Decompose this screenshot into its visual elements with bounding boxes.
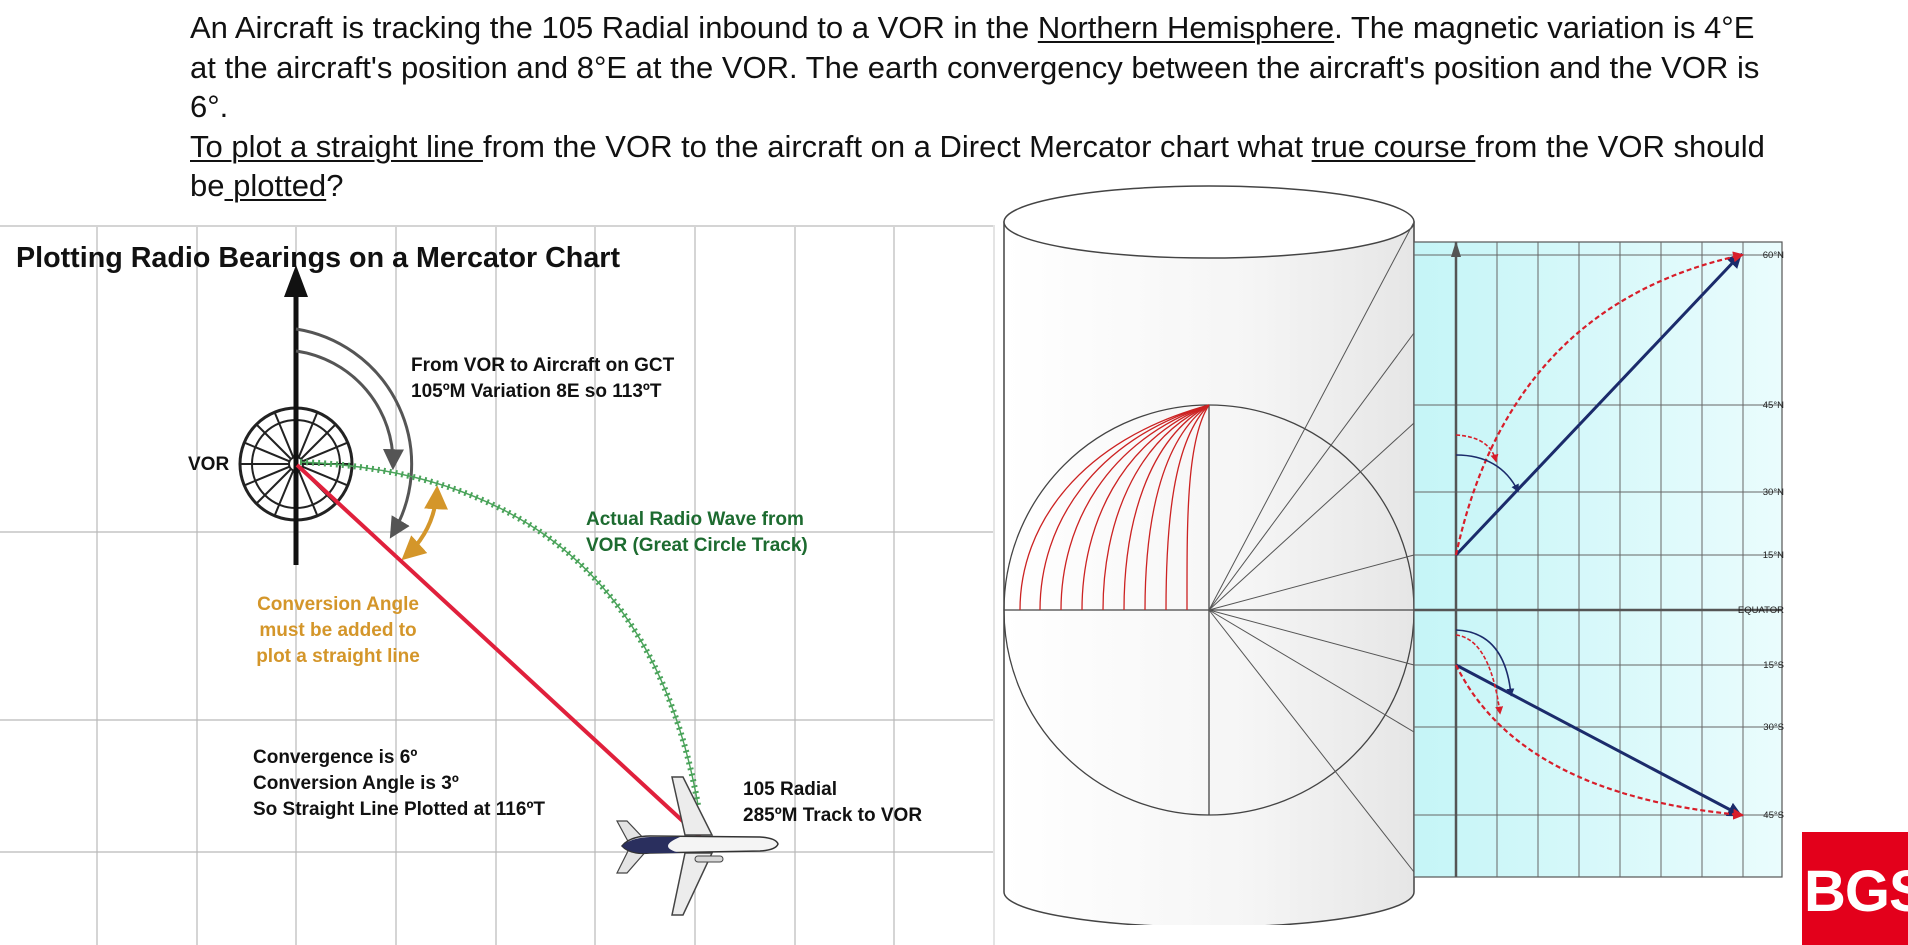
mercator-chart <box>1413 241 1783 878</box>
radio-wave-label-line2: VOR (Great Circle Track) <box>586 535 808 556</box>
bgs-logo: BGS <box>1802 832 1908 945</box>
conversion-angle-label-line3: plot a straight line <box>256 646 420 667</box>
summary-label-line2: Conversion Angle is 3º <box>253 773 459 794</box>
lat-label-30n: 30°N <box>1763 487 1784 498</box>
south-straight-line-track <box>1455 663 1743 817</box>
panel-right-border <box>993 225 995 945</box>
north-arrow-icon <box>284 265 308 297</box>
lat-label-45n: 45°N <box>1763 400 1784 411</box>
vor-label: VOR <box>188 454 229 475</box>
question-text: An Aircraft is tracking the 105 Radial i… <box>190 8 1780 206</box>
question-text-part: . The magnetic variation is 4°E at the a… <box>190 10 1760 124</box>
lat-label-45s: 45°S <box>1763 810 1784 821</box>
diagram-title: Plotting Radio Bearings on a Mercator Ch… <box>16 242 620 274</box>
question-mark-text: ? <box>326 168 344 203</box>
projection-rays <box>1208 221 1415 873</box>
question-paragraph-1: An Aircraft is tracking the 105 Radial i… <box>190 8 1780 127</box>
bgs-logo-text: BGS <box>1804 859 1908 924</box>
lat-label-60n: 60°N <box>1763 250 1784 261</box>
radial-label-line1: 105 Radial <box>743 779 837 800</box>
question-text-part: from the VOR should be <box>190 128 1765 204</box>
latitude-labels: 60°N 45°N 30°N 15°N EQUATOR 15°S 30°S 45… <box>1738 250 1784 821</box>
summary-label-line3: So Straight Line Plotted at 116ºT <box>253 799 545 820</box>
magnetic-bearing-arc <box>295 349 404 471</box>
panel-top-border <box>0 225 993 227</box>
chart-north-arrow-icon <box>1451 241 1461 257</box>
chart-grid <box>0 225 995 945</box>
conversion-angle-label-line2: must be added to <box>259 620 416 641</box>
north-great-circle-track <box>1454 251 1745 556</box>
lat-label-30s: 30°S <box>1763 722 1784 733</box>
radio-wave-label-line1: Actual Radio Wave from <box>586 509 804 530</box>
lat-label-15s: 15°S <box>1763 660 1784 671</box>
aircraft-icon <box>615 776 779 916</box>
great-circle-track-line <box>299 461 699 806</box>
mercator-projection-diagram: 60°N 45°N 30°N 15°N EQUATOR 15°S 30°S 45… <box>1003 185 1784 925</box>
mercator-radio-bearing-diagram: Plotting Radio Bearings on a Mercator Ch… <box>0 225 995 945</box>
plotted-text: plotted <box>224 168 327 203</box>
gct-label-line1: From VOR to Aircraft on GCT <box>411 355 675 376</box>
south-great-circle-track <box>1455 664 1745 820</box>
true-course-text: true course <box>1311 128 1476 164</box>
gct-label-line2: 105ºM Variation 8E so 113ºT <box>411 381 662 402</box>
conversion-angle-label-line1: Conversion Angle <box>257 594 419 615</box>
plot-straight-line-text: To plot a straight line <box>190 128 483 164</box>
question-text-part: An Aircraft is tracking the 105 Radial i… <box>190 10 1038 45</box>
summary-label-line1: Convergence is 6º <box>253 747 417 768</box>
question-paragraph-2: To plot a straight line from the VOR to … <box>190 127 1780 206</box>
north-bearing-arc <box>1455 454 1519 493</box>
rhumb-line-straight-track <box>295 463 702 839</box>
question-text-part: from the VOR to the aircraft on a Direct… <box>482 128 1312 164</box>
radial-label-line2: 285ºM Track to VOR <box>743 805 922 826</box>
north-straight-line-track <box>1454 252 1743 557</box>
south-bearing-arc <box>1455 629 1515 697</box>
lat-label-15n: 15°N <box>1763 550 1784 561</box>
conversion-angle-arrow <box>401 485 449 561</box>
south-convergency-arc <box>1455 634 1504 715</box>
northern-hemisphere-text: Northern Hemisphere <box>1037 10 1335 45</box>
lat-label-equator: EQUATOR <box>1738 605 1784 616</box>
globe-meridians <box>1019 404 1210 611</box>
